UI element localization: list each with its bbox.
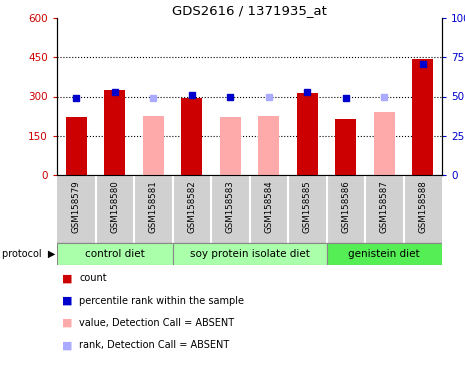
Bar — [219, 118, 241, 175]
Text: ■: ■ — [62, 340, 72, 350]
Text: ■: ■ — [62, 296, 72, 306]
Bar — [297, 93, 318, 175]
Text: GSM158581: GSM158581 — [149, 180, 158, 233]
Text: GSM158585: GSM158585 — [303, 180, 312, 233]
Bar — [326, 243, 442, 265]
Title: GDS2616 / 1371935_at: GDS2616 / 1371935_at — [172, 4, 327, 17]
Text: GSM158580: GSM158580 — [110, 180, 119, 233]
Bar — [173, 243, 326, 265]
Bar — [66, 118, 87, 175]
Text: control diet: control diet — [85, 249, 145, 259]
Text: genistein diet: genistein diet — [348, 249, 420, 259]
Text: GSM158583: GSM158583 — [226, 180, 235, 233]
Text: count: count — [80, 273, 107, 283]
Bar — [374, 112, 395, 175]
Text: GSM158584: GSM158584 — [264, 180, 273, 233]
Text: ■: ■ — [62, 318, 72, 328]
Bar — [57, 243, 173, 265]
Text: soy protein isolate diet: soy protein isolate diet — [190, 249, 309, 259]
Text: rank, Detection Call = ABSENT: rank, Detection Call = ABSENT — [80, 340, 230, 350]
Bar — [412, 58, 433, 175]
Text: percentile rank within the sample: percentile rank within the sample — [80, 296, 244, 306]
Bar — [335, 119, 356, 175]
Text: ■: ■ — [62, 273, 72, 283]
Text: value, Detection Call = ABSENT: value, Detection Call = ABSENT — [80, 318, 234, 328]
Bar — [143, 116, 164, 175]
Text: GSM158582: GSM158582 — [187, 180, 196, 233]
Text: GSM158588: GSM158588 — [418, 180, 427, 233]
Text: GSM158586: GSM158586 — [341, 180, 350, 233]
Bar — [181, 98, 202, 175]
Text: GSM158579: GSM158579 — [72, 180, 81, 233]
Bar — [258, 116, 279, 175]
Bar — [104, 90, 126, 175]
Text: protocol  ▶: protocol ▶ — [2, 249, 56, 259]
Text: GSM158587: GSM158587 — [380, 180, 389, 233]
Bar — [219, 118, 241, 175]
